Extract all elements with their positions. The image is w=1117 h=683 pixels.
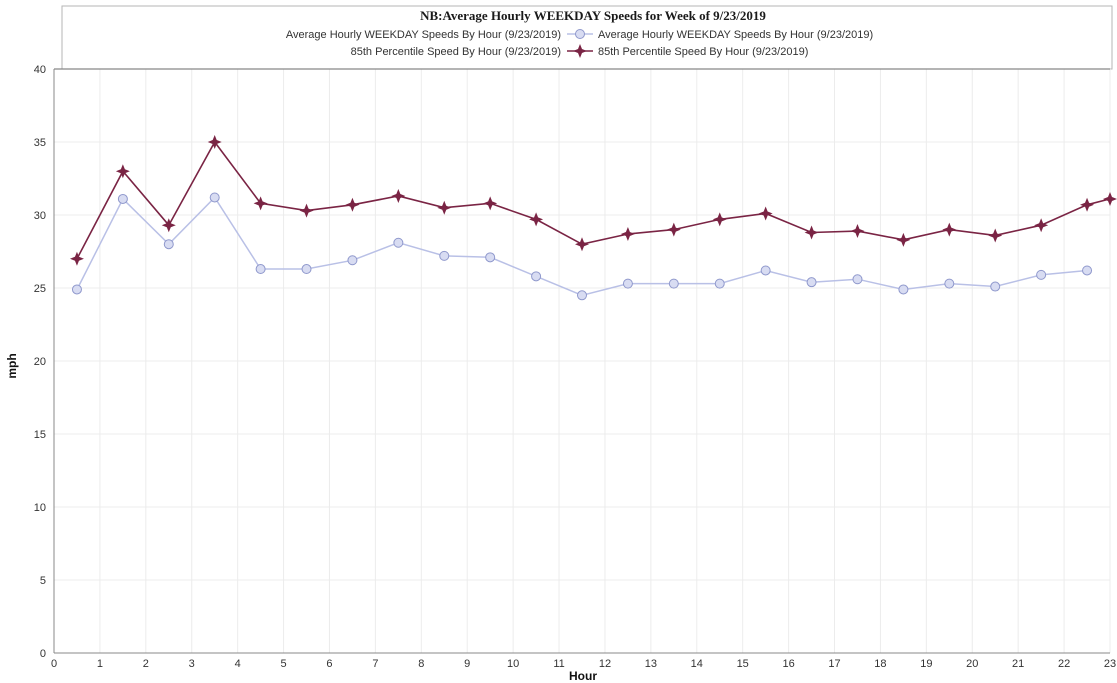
series-0-point-20 xyxy=(990,281,1001,292)
series-1-point-23 xyxy=(1103,191,1117,206)
x-tick-label-23: 23 xyxy=(1104,658,1116,670)
series-1-point-7 xyxy=(391,189,406,204)
series-0-point-7 xyxy=(393,237,404,248)
series-1-point-14 xyxy=(712,212,727,227)
x-tick-label-8: 8 xyxy=(418,658,424,670)
series-0-point-5 xyxy=(301,264,312,275)
x-tick-label-3: 3 xyxy=(189,658,195,670)
legend-marker-average xyxy=(575,29,585,39)
x-axis-title: Hour xyxy=(569,669,597,683)
series-1-point-19 xyxy=(942,222,957,237)
series-1-point-4 xyxy=(253,196,268,211)
series-0-point-1 xyxy=(117,193,128,204)
series-0-point-11 xyxy=(577,290,587,301)
chart-header-box xyxy=(61,5,1113,70)
x-tick-label-2: 2 xyxy=(143,658,149,670)
series-1-point-8 xyxy=(437,200,452,215)
series-1-point-5 xyxy=(299,203,314,218)
axes: 0 1 2 3 4 5 6 7 8 9 10 11 12 13 14 15 16 17 18 19 20 21 22 2305… xyxy=(34,64,1116,670)
x-tick-label-12: 12 xyxy=(599,658,611,670)
y-tick-label-7: 35 xyxy=(34,137,46,149)
legend-label-average: Average Hourly WEEKDAY Speeds By Hour (9… xyxy=(286,29,561,41)
series-0-point-15 xyxy=(760,265,771,276)
legend-label-85th: 85th Percentile Speed By Hour (9/23/2019… xyxy=(351,46,561,58)
x-tick-label-10: 10 xyxy=(507,658,519,670)
x-tick-label-0: 0 xyxy=(51,658,57,670)
y-tick-label-5: 25 xyxy=(34,283,46,295)
y-tick-label-3: 15 xyxy=(34,429,46,441)
legend-item-85th: 85th Percentile Speed By Hour (9/23/2019… xyxy=(351,44,808,58)
series-1-point-22 xyxy=(1080,197,1095,212)
legend-marker-85th xyxy=(573,44,587,58)
series-0-point-8 xyxy=(439,250,450,261)
series-0-point-19 xyxy=(944,278,955,289)
x-tick-label-20: 20 xyxy=(966,658,978,670)
series-1-point-17 xyxy=(850,224,865,239)
x-tick-label-22: 22 xyxy=(1058,658,1070,670)
series-0-point-9 xyxy=(485,252,496,263)
series-1-point-15 xyxy=(758,206,773,221)
y-tick-label-8: 40 xyxy=(34,64,46,76)
series-0-point-13 xyxy=(668,278,679,289)
y-tick-label-1: 5 xyxy=(40,575,46,587)
x-tick-label-16: 16 xyxy=(782,658,794,670)
series-0-point-10 xyxy=(531,271,542,282)
series-1-point-16 xyxy=(804,225,819,240)
series-0-point-4 xyxy=(255,264,266,275)
series-1-point-21 xyxy=(1034,218,1049,233)
series-0-point-22 xyxy=(1082,265,1093,276)
series-0-point-16 xyxy=(806,277,817,288)
x-tick-label-7: 7 xyxy=(372,658,378,670)
x-tick-label-6: 6 xyxy=(326,658,332,670)
legend-label-85th-2: 85th Percentile Speed By Hour (9/23/2019… xyxy=(598,46,808,58)
series-0-point-14 xyxy=(714,278,725,289)
y-tick-label-0: 0 xyxy=(40,648,46,660)
chart-title: NB:Average Hourly WEEKDAY Speeds for Wee… xyxy=(420,8,766,23)
series-0-point-2 xyxy=(163,239,174,250)
series-0-point-0 xyxy=(71,284,82,295)
y-axis-title: mph xyxy=(5,353,19,378)
x-tick-label-17: 17 xyxy=(828,658,840,670)
series xyxy=(69,135,1117,301)
series-0-point-21 xyxy=(1036,269,1047,280)
y-tick-label-2: 10 xyxy=(34,502,46,514)
x-tick-label-13: 13 xyxy=(645,658,657,670)
x-tick-label-5: 5 xyxy=(281,658,287,670)
x-tick-label-19: 19 xyxy=(920,658,932,670)
legend-label-average-2: Average Hourly WEEKDAY Speeds By Hour (9… xyxy=(598,29,873,41)
series-0-point-12 xyxy=(622,278,633,289)
x-tick-label-18: 18 xyxy=(874,658,886,670)
series-0-point-18 xyxy=(898,284,909,295)
series-1-point-13 xyxy=(666,222,681,237)
series-1-point-2 xyxy=(161,218,176,233)
series-1-point-12 xyxy=(620,226,635,241)
x-tick-label-9: 9 xyxy=(464,658,470,670)
series-1-point-18 xyxy=(896,232,911,247)
series-0-point-6 xyxy=(347,255,358,266)
x-tick-label-21: 21 xyxy=(1012,658,1024,670)
x-tick-label-14: 14 xyxy=(691,658,703,670)
legend-item-average: Average Hourly WEEKDAY Speeds By Hour (9… xyxy=(286,29,873,41)
grid xyxy=(53,69,1111,654)
x-tick-label-11: 11 xyxy=(553,658,564,670)
series-1-point-10 xyxy=(529,212,544,227)
y-tick-label-4: 20 xyxy=(34,356,46,368)
series-1-point-20 xyxy=(988,228,1003,243)
series-1-point-1 xyxy=(115,164,130,179)
series-1-point-3 xyxy=(207,135,222,149)
x-tick-label-1: 1 xyxy=(97,658,103,670)
series-1-point-11 xyxy=(575,237,589,252)
series-1-point-9 xyxy=(483,196,498,211)
series-line-1 xyxy=(76,140,1111,260)
x-tick-label-4: 4 xyxy=(235,658,241,670)
series-0-point-3 xyxy=(209,192,220,203)
x-tick-label-15: 15 xyxy=(737,658,749,670)
series-1-point-6 xyxy=(345,197,360,212)
series-0-point-17 xyxy=(852,274,863,285)
series-1-point-0 xyxy=(69,251,84,266)
y-tick-label-6: 30 xyxy=(34,210,46,222)
